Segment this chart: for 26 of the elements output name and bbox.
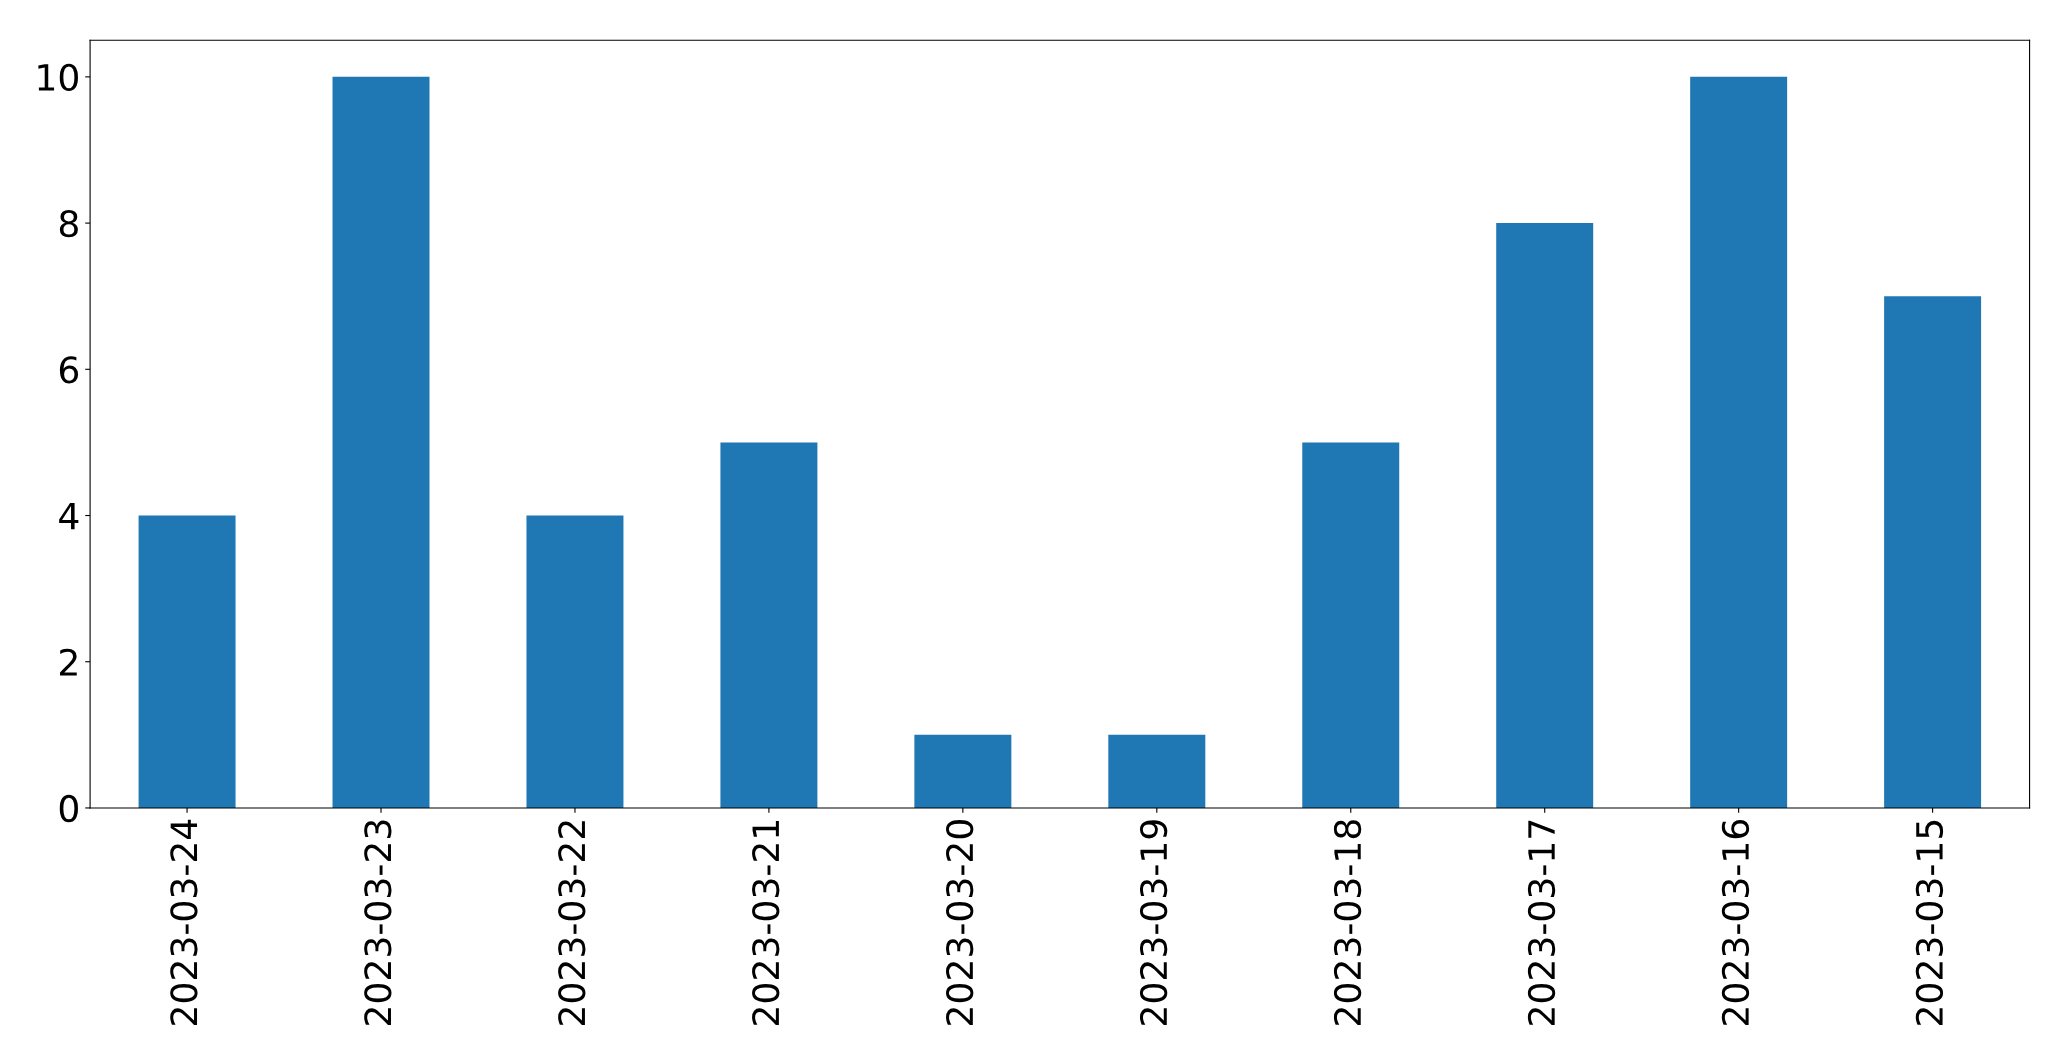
bar xyxy=(1302,442,1400,808)
y-tick-label: 0 xyxy=(59,794,78,823)
bar xyxy=(720,442,818,808)
bar xyxy=(1108,734,1206,808)
bar xyxy=(914,734,1012,808)
x-tick-label: 2023-03-22 xyxy=(558,821,586,1025)
x-tick-label: 2023-03-16 xyxy=(1721,819,1750,1025)
bar xyxy=(526,515,624,808)
x-tick-label: 2023-03-23 xyxy=(364,820,392,1025)
x-tick-label: 2023-03-15 xyxy=(1915,820,1944,1025)
bar xyxy=(138,515,236,808)
bar xyxy=(1496,223,1594,808)
y-tick-label: 2 xyxy=(60,648,77,676)
x-tick-label: 2023-03-18 xyxy=(1333,820,1362,1025)
bar xyxy=(332,76,430,808)
x-tick-label: 2023-03-21 xyxy=(752,821,780,1025)
x-tick-label: 2023-03-24 xyxy=(170,819,198,1025)
y-tick-label: 6 xyxy=(59,356,79,384)
y-tick-label: 8 xyxy=(59,210,78,238)
x-tick-label: 2023-03-19 xyxy=(1139,820,1168,1025)
bar xyxy=(1884,296,1982,808)
x-tick-label: 2023-03-17 xyxy=(1527,820,1556,1025)
x-tick-label: 2023-03-20 xyxy=(946,820,974,1025)
bar xyxy=(1690,76,1788,808)
y-tick-label: 4 xyxy=(59,502,79,530)
y-tick-label: 10 xyxy=(38,63,78,92)
